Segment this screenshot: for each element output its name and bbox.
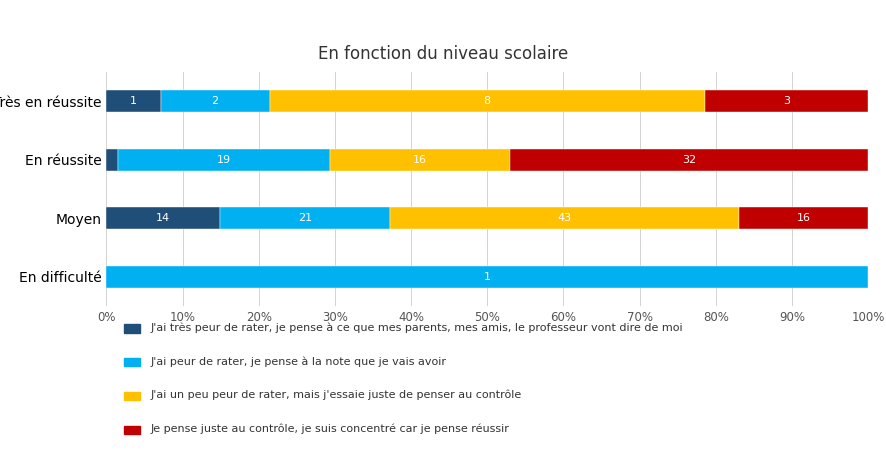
Text: 43: 43 — [557, 213, 571, 223]
Bar — [106, 266, 868, 288]
Text: 14: 14 — [156, 213, 170, 223]
Text: Je pense juste au contrôle, je suis concentré car je pense réussir: Je pense juste au contrôle, je suis conc… — [151, 423, 509, 434]
Bar — [390, 207, 739, 230]
Bar — [269, 90, 705, 112]
Bar — [739, 207, 868, 230]
Text: 16: 16 — [413, 155, 427, 165]
Text: 32: 32 — [682, 155, 696, 165]
Text: J'ai un peu peur de rater, mais j'essaie juste de penser au contrôle: J'ai un peu peur de rater, mais j'essaie… — [151, 390, 522, 400]
Text: 21: 21 — [298, 213, 312, 223]
Bar — [705, 90, 868, 112]
Text: 2: 2 — [212, 96, 219, 106]
Text: 3: 3 — [783, 96, 790, 106]
Bar — [509, 148, 868, 171]
Text: 8: 8 — [484, 96, 491, 106]
Text: En fonction du niveau scolaire: En fonction du niveau scolaire — [318, 45, 568, 63]
Bar — [106, 90, 160, 112]
Text: 1: 1 — [130, 96, 137, 106]
Bar — [106, 148, 118, 171]
Bar — [118, 148, 330, 171]
Text: J'ai peur de rater, je pense à la note que je vais avoir: J'ai peur de rater, je pense à la note q… — [151, 356, 447, 367]
Text: 19: 19 — [217, 155, 231, 165]
Bar — [160, 90, 269, 112]
Text: J'ai très peur de rater, je pense à ce que mes parents, mes amis, le professeur : J'ai très peur de rater, je pense à ce q… — [151, 322, 683, 333]
Text: 1: 1 — [484, 272, 491, 282]
Bar — [330, 148, 509, 171]
Bar — [106, 207, 220, 230]
Text: 16: 16 — [797, 213, 811, 223]
Bar — [220, 207, 390, 230]
